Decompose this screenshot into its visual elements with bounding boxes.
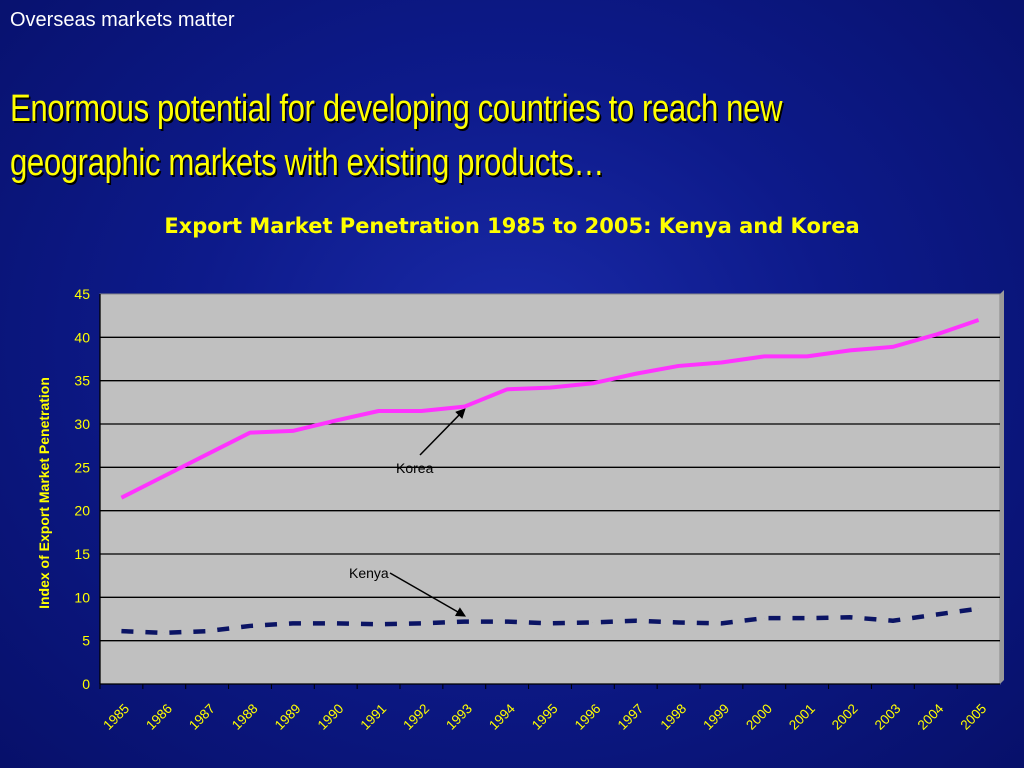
y-tick-label: 5 [82,633,90,649]
y-tick-label: 30 [74,416,90,432]
y-tick-label: 10 [74,589,90,605]
x-tick-label: 1991 [357,701,389,733]
gridlines [99,294,1000,685]
x-tick-label: 1998 [657,701,689,733]
x-tick-label: 1996 [572,701,604,733]
x-tick-label: 2002 [829,701,861,733]
y-tick-label: 35 [74,373,90,389]
annotation-arrow-korea [419,408,466,456]
y-axis-label: Index of Export Market Penetration [36,377,52,609]
annotation-label-korea: Korea [396,460,434,476]
y-tick-label: 25 [74,459,90,475]
y-tick-label: 40 [74,329,90,345]
y-axis-ticks: 0 5 10 15 20 25 30 35 40 45 [74,286,90,692]
x-tick-label: 1994 [486,701,518,733]
x-tick-label: 1986 [143,701,175,733]
slide-kicker: Overseas markets matter [10,9,235,31]
x-tick-label: 1992 [400,701,432,733]
annotation-arrow-kenya [389,572,467,617]
x-tick-label: 2000 [743,701,775,733]
x-tick-label: 1995 [529,701,561,733]
x-axis-ticks: 1985 1986 1987 1988 1989 1990 1991 1992 1993 1994… [99,684,989,733]
x-tick-label: 2005 [957,701,989,733]
plot-area [99,293,1001,685]
x-tick-label: 1989 [272,701,304,733]
annotation-label-kenya: Kenya [349,565,389,581]
x-tick-label: 1987 [186,701,218,733]
x-tick-label: 1988 [229,701,261,733]
x-tick-label: 1997 [615,701,647,733]
annotations: Korea Kenya [349,408,467,617]
x-tick-label: 1985 [100,701,132,733]
x-tick-label: 1990 [315,701,347,733]
y-tick-label: 15 [74,546,90,562]
x-tick-label: 2003 [872,701,904,733]
x-tick-label: 1993 [443,701,475,733]
y-tick-label: 45 [74,286,90,302]
chart-title: Export Market Penetration 1985 to 2005: … [164,214,860,238]
series-layer [120,318,980,636]
y-tick-label: 20 [74,503,90,519]
y-tick-label: 0 [82,676,90,692]
x-tick-label: 1999 [700,701,732,733]
x-tick-label: 2004 [915,701,947,733]
slide-headline: Enormous potential for developing countr… [10,88,783,184]
x-tick-label: 2001 [786,701,818,733]
plot-side-edge [1000,290,1004,684]
